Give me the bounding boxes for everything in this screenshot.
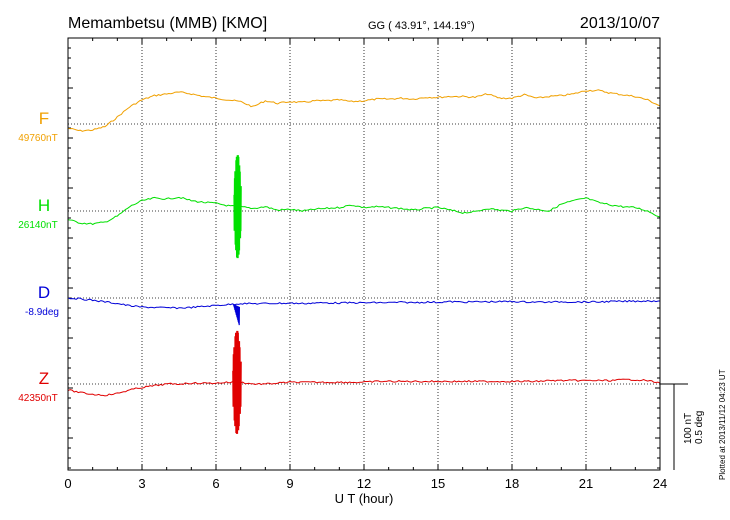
series-line-H <box>67 196 661 226</box>
series-label-F: F <box>39 109 49 128</box>
series-label-Z: Z <box>39 369 49 388</box>
x-tick-label-15: 15 <box>431 476 445 491</box>
x-tick-label-3: 3 <box>138 476 145 491</box>
x-tick-label-21: 21 <box>579 476 593 491</box>
scale-bar-deg-label: 0.5 deg <box>694 411 705 444</box>
baseline-label-H: 26140nT <box>18 220 57 231</box>
x-tick-label-18: 18 <box>505 476 519 491</box>
baseline-label-F: 49760nT <box>18 133 57 144</box>
x-tick-label-0: 0 <box>64 476 71 491</box>
series-layer <box>67 89 661 434</box>
x-tick-labels: 0 3 6 9 12 15 18 21 24 <box>64 476 667 491</box>
series-line-D <box>67 297 661 310</box>
baseline-label-Z: 42350nT <box>18 393 57 404</box>
series-line-Z <box>67 378 661 397</box>
plot-frame <box>67 37 661 471</box>
x-tick-label-24: 24 <box>653 476 667 491</box>
series-label-D: D <box>38 283 50 302</box>
scale-bar-nT-label: 100 nT <box>683 413 694 444</box>
series-label-H: H <box>38 196 50 215</box>
x-axis-label: U T (hour) <box>335 491 394 506</box>
coordinates-label: GG ( 43.91°, 144.19°) <box>368 20 475 32</box>
grid <box>141 38 587 470</box>
event-pulsation-H <box>233 155 242 259</box>
date-label: 2013/10/07 <box>580 15 660 32</box>
baseline-label-D: -8.9deg <box>25 307 59 318</box>
station-title: Memambetsu (MMB) [KMO] <box>68 15 267 32</box>
x-tick-label-12: 12 <box>357 476 371 491</box>
x-tick-label-6: 6 <box>212 476 219 491</box>
x-tick-label-9: 9 <box>286 476 293 491</box>
event-pulsation-Z <box>232 330 242 434</box>
plotted-at-note: Plotted at 2013/11/12 04:23 UT <box>718 369 727 480</box>
event-spike-D <box>232 303 240 326</box>
series-line-F <box>67 89 661 132</box>
